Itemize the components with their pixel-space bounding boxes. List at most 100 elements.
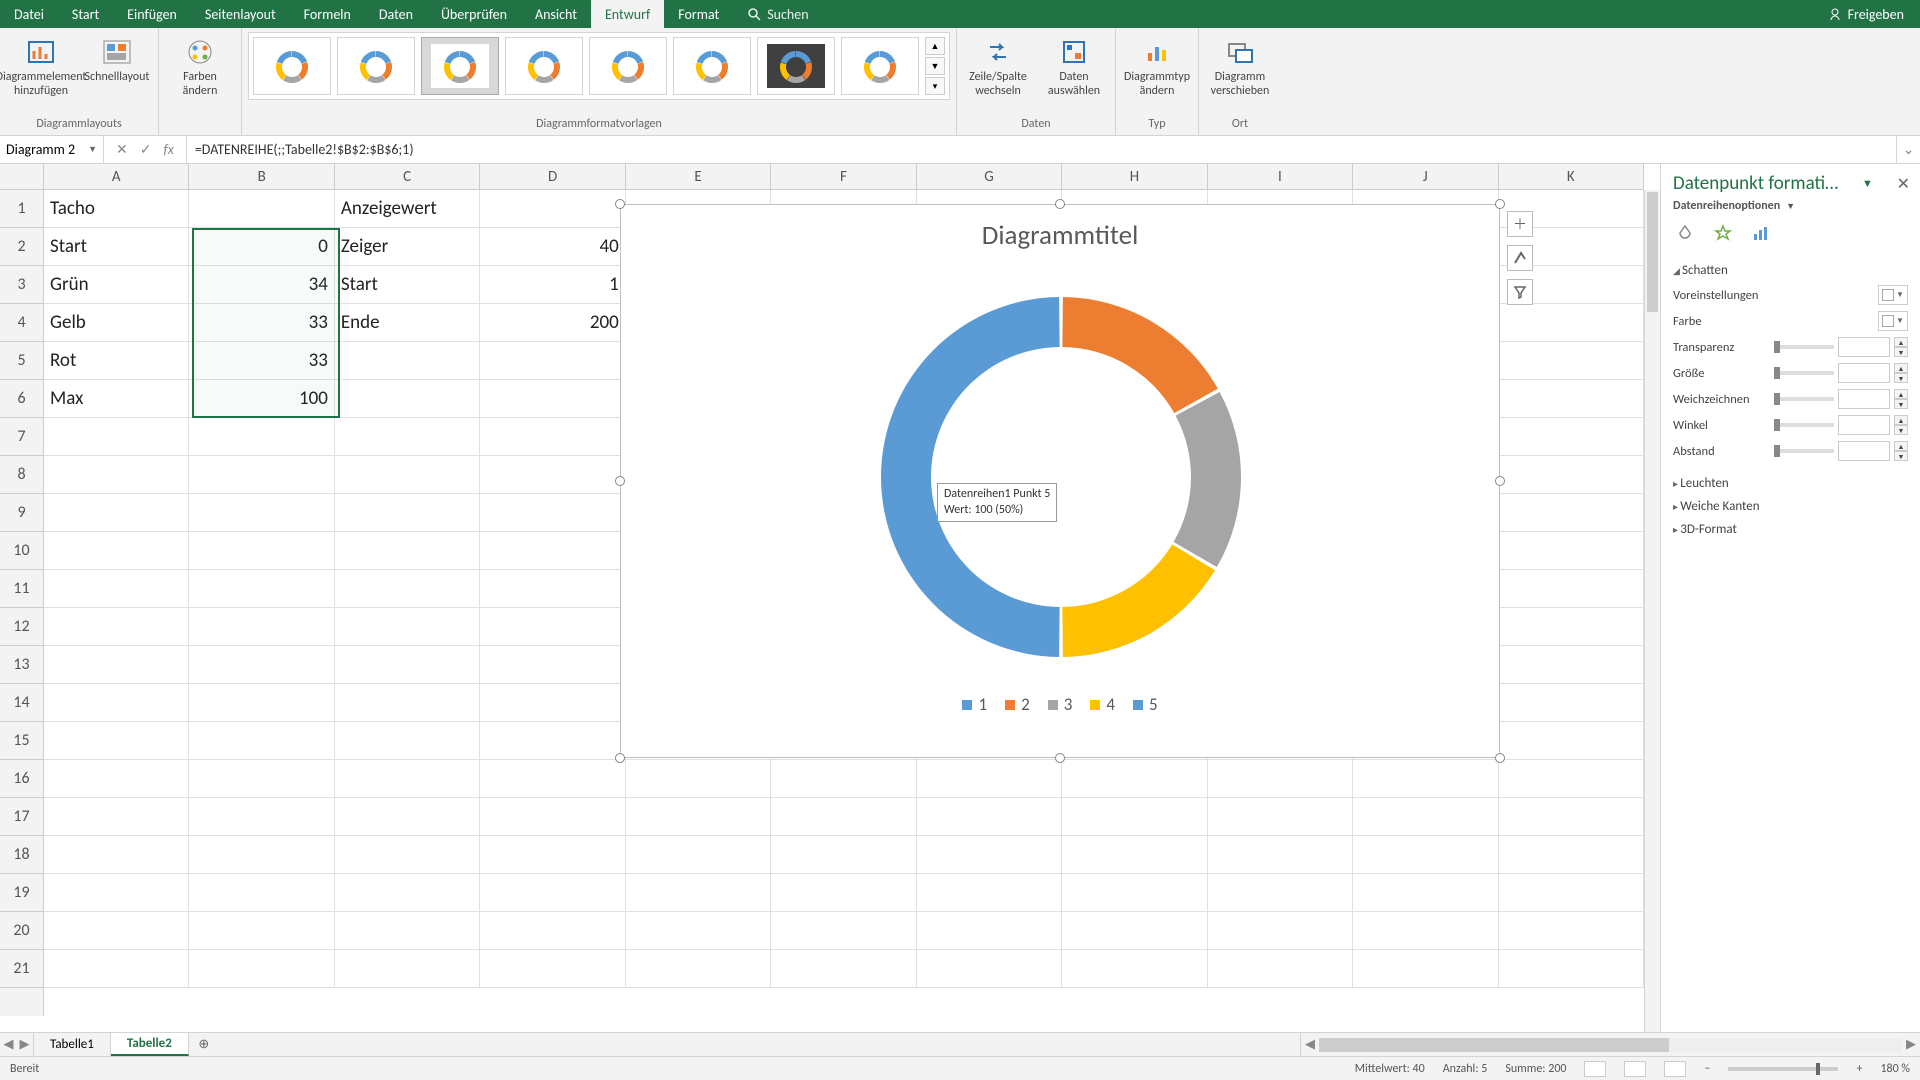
zoom-in-button[interactable]: + xyxy=(1856,1062,1862,1076)
cell[interactable] xyxy=(335,874,480,912)
change-colors-button[interactable]: Farben ändern xyxy=(165,32,235,98)
cell[interactable] xyxy=(44,798,189,836)
donut-slice[interactable] xyxy=(1062,544,1215,657)
spinner[interactable]: ▲▼ xyxy=(1894,337,1908,357)
cell[interactable] xyxy=(1499,418,1644,456)
cell[interactable] xyxy=(771,874,916,912)
chart-object[interactable]: Diagrammtitel 12345 Datenreihen1 Punkt 5… xyxy=(620,204,1500,758)
column-header[interactable]: B xyxy=(189,164,334,189)
slider[interactable] xyxy=(1774,371,1834,375)
cell[interactable] xyxy=(44,494,189,532)
switch-row-col-button[interactable]: Zeile/Spalte wechseln xyxy=(963,32,1033,98)
cell[interactable] xyxy=(1208,836,1353,874)
cell[interactable] xyxy=(626,836,771,874)
row-headers[interactable]: 123456789101112131415161718192021 xyxy=(0,190,44,1016)
horizontal-scrollbar[interactable]: ◀▶ xyxy=(1300,1033,1920,1056)
chart-filter-button[interactable] xyxy=(1507,279,1533,305)
fx-icon[interactable]: fx xyxy=(163,141,173,158)
cell[interactable]: Rot xyxy=(44,342,189,380)
cell[interactable] xyxy=(480,418,625,456)
row-header[interactable]: 10 xyxy=(0,532,43,570)
chart-legend[interactable]: 12345 xyxy=(621,686,1499,727)
cell[interactable]: 100 xyxy=(189,380,334,418)
vertical-scrollbar[interactable] xyxy=(1644,190,1660,1032)
zoom-level[interactable]: 180 % xyxy=(1880,1062,1910,1076)
cell[interactable] xyxy=(626,874,771,912)
cell[interactable]: Grün xyxy=(44,266,189,304)
cell[interactable] xyxy=(1353,760,1498,798)
cell[interactable] xyxy=(189,684,334,722)
page-break-view-button[interactable] xyxy=(1664,1061,1686,1077)
value-input[interactable] xyxy=(1838,337,1890,357)
name-box-dropdown-icon[interactable]: ▼ xyxy=(88,144,97,155)
column-header[interactable]: D xyxy=(480,164,625,189)
cell[interactable] xyxy=(44,570,189,608)
cell[interactable] xyxy=(189,494,334,532)
legend-item[interactable]: 4 xyxy=(1090,694,1115,715)
format-section-header[interactable]: Weiche Kanten xyxy=(1673,495,1908,518)
cell[interactable] xyxy=(44,418,189,456)
row-header[interactable]: 12 xyxy=(0,608,43,646)
cell[interactable] xyxy=(335,380,480,418)
cell[interactable] xyxy=(480,380,625,418)
slider[interactable] xyxy=(1774,345,1834,349)
cell[interactable] xyxy=(1499,570,1644,608)
legend-item[interactable]: 3 xyxy=(1048,694,1073,715)
cell[interactable] xyxy=(917,798,1062,836)
move-chart-button[interactable]: Diagramm verschieben xyxy=(1205,32,1275,98)
cell[interactable]: Start xyxy=(335,266,480,304)
normal-view-button[interactable] xyxy=(1584,1061,1606,1077)
cell[interactable] xyxy=(1499,722,1644,760)
format-section-header[interactable]: Leuchten xyxy=(1673,472,1908,495)
cell[interactable] xyxy=(771,798,916,836)
cell[interactable] xyxy=(189,874,334,912)
cell[interactable] xyxy=(44,950,189,988)
cell[interactable] xyxy=(44,874,189,912)
cell[interactable] xyxy=(189,570,334,608)
cell[interactable] xyxy=(1353,836,1498,874)
row-header[interactable]: 18 xyxy=(0,836,43,874)
cell[interactable] xyxy=(44,646,189,684)
cell[interactable] xyxy=(480,342,625,380)
cell[interactable]: 1 xyxy=(480,266,625,304)
formula-bar[interactable]: =DATENREIHE(;;Tabelle2!$B$2:$B$6;1) xyxy=(187,136,1896,163)
donut-chart[interactable] xyxy=(621,252,1499,686)
chart-style-thumb[interactable] xyxy=(673,37,751,95)
row-header[interactable]: 8 xyxy=(0,456,43,494)
cell[interactable] xyxy=(44,760,189,798)
row-header[interactable]: 11 xyxy=(0,570,43,608)
chart-style-thumb[interactable] xyxy=(589,37,667,95)
cell[interactable] xyxy=(917,950,1062,988)
cell[interactable] xyxy=(1499,798,1644,836)
donut-slice[interactable] xyxy=(1174,392,1241,567)
cell[interactable] xyxy=(335,684,480,722)
cell[interactable] xyxy=(480,190,625,228)
resize-handle-w[interactable] xyxy=(615,476,625,486)
cell[interactable] xyxy=(626,760,771,798)
cell[interactable] xyxy=(480,646,625,684)
cell[interactable] xyxy=(1208,874,1353,912)
cell[interactable] xyxy=(1062,760,1207,798)
cell[interactable] xyxy=(480,494,625,532)
add-sheet-button[interactable]: ⊕ xyxy=(189,1033,219,1056)
resize-handle-e[interactable] xyxy=(1495,476,1505,486)
column-headers[interactable]: ABCDEFGHIJK xyxy=(44,164,1644,190)
cell[interactable] xyxy=(1499,684,1644,722)
cell[interactable] xyxy=(335,456,480,494)
cell[interactable] xyxy=(480,912,625,950)
chart-style-thumb[interactable] xyxy=(421,37,499,95)
cell[interactable] xyxy=(189,532,334,570)
cell[interactable] xyxy=(189,608,334,646)
column-header[interactable]: H xyxy=(1062,164,1207,189)
cell[interactable] xyxy=(335,342,480,380)
ribbon-tab-format[interactable]: Format xyxy=(664,0,733,28)
cell[interactable]: 200 xyxy=(480,304,625,342)
cell[interactable] xyxy=(917,836,1062,874)
cell[interactable] xyxy=(189,912,334,950)
row-header[interactable]: 19 xyxy=(0,874,43,912)
donut-slice[interactable] xyxy=(881,297,1060,657)
cell[interactable]: 40 xyxy=(480,228,625,266)
column-header[interactable]: I xyxy=(1208,164,1353,189)
cell[interactable]: 33 xyxy=(189,342,334,380)
cell[interactable] xyxy=(44,532,189,570)
